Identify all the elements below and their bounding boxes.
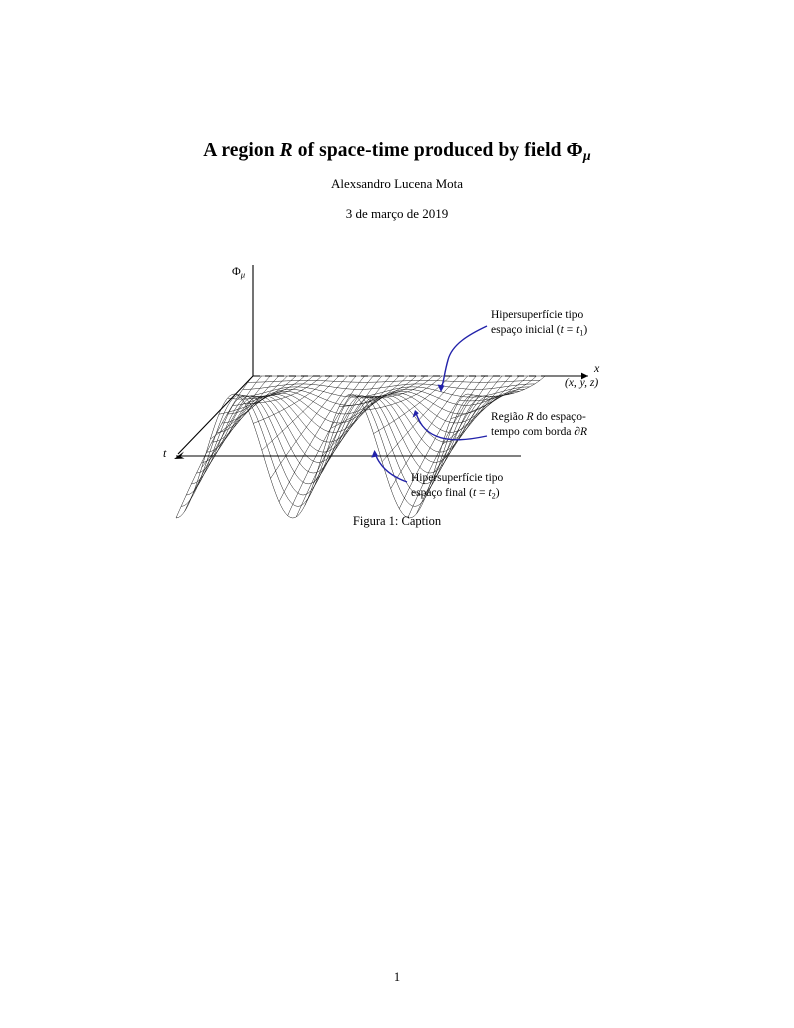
title-mid: of space-time produced by field [292, 140, 567, 162]
leader-arrowhead-final [371, 450, 379, 458]
axis-t-arrowhead [174, 451, 185, 459]
title-var-R: R [279, 140, 293, 162]
mesh-line-along-t [296, 375, 374, 518]
annotation-final-line1: Hipersuperfície tipo [411, 472, 504, 484]
leader-arrowhead-region [412, 410, 419, 418]
mesh-line-along-t [381, 375, 460, 462]
mesh-line-along-t [253, 375, 331, 424]
page-number: 1 [393, 970, 401, 984]
mesh-line-along-t [321, 375, 400, 457]
axis-label-phi-subscript: μ [240, 269, 246, 280]
mesh-line-along-t [218, 375, 297, 415]
leader-arrowhead-initial [437, 384, 445, 392]
title-pre: A region [203, 140, 280, 162]
mesh-line-along-t [236, 375, 314, 397]
annotation-initial-hypersurface: Hipersuperfície tipo espaço inicial (t =… [491, 308, 587, 339]
mesh-line-along-t [424, 375, 503, 498]
mesh-line-along-t [192, 375, 271, 494]
mesh-line-along-t [450, 375, 528, 419]
mesh-line-along-t [278, 375, 357, 502]
mesh-line-along-t [416, 375, 494, 514]
mesh-line-along-t [201, 375, 279, 468]
figure-caption: Figura 1: Caption [0, 514, 794, 529]
mesh-line-along-t [407, 375, 486, 518]
mesh-line-along-t [210, 375, 288, 440]
mesh-line-along-t [330, 375, 408, 429]
mesh-line-along-t [399, 375, 477, 509]
annotation-initial-line1: Hipersuperfície tipo [491, 309, 584, 321]
annotation-region-line1: Região R do espaço- [491, 411, 586, 423]
annotation-region-line2: tempo com borda ∂R [491, 426, 588, 439]
date-line: 3 de março de 2019 [345, 206, 449, 221]
mesh-line-along-t [364, 375, 443, 411]
figure-graphic [174, 265, 588, 519]
mesh-line-along-t [313, 375, 391, 484]
mesh-line-along-t [442, 375, 520, 445]
axis-label-xyz: (x, y, z) [565, 377, 599, 389]
leader-arrow-initial-hypersurface [440, 325, 488, 390]
annotation-final-hypersurface: Hipersuperfície tipo espaço final (t = t… [411, 471, 503, 502]
title-phi: Φ [566, 140, 583, 162]
mesh-line-along-t [184, 375, 262, 512]
annotation-region-R: Região R do espaço- tempo com borda ∂R [491, 410, 587, 440]
axis-label-t: t [163, 446, 167, 460]
mesh-line-along-t [459, 375, 537, 402]
mesh-line-along-t [270, 375, 348, 479]
mesh-line-along-t [373, 375, 451, 434]
mesh-line-along-t [390, 375, 468, 489]
annotation-initial-line2: espaço inicial (t = t1) [491, 324, 588, 338]
mesh-line-along-t [356, 375, 434, 399]
axis-depth-t [177, 375, 254, 455]
axis-label-x: x [594, 361, 600, 375]
mesh-line-along-t [339, 375, 417, 407]
figure-1: Φμ x (x, y, z) t Hipersuperfície tipo es… [0, 250, 794, 550]
mesh-line-along-t [175, 375, 254, 519]
axis-x-arrowhead [581, 372, 588, 380]
mesh-line-along-t [261, 375, 340, 451]
figure-caption-text: Caption [401, 514, 442, 528]
annotation-final-line2: espaço final (t = t2) [411, 487, 500, 501]
axis-label-phi: Φμ [232, 264, 246, 280]
mesh-line-along-t [304, 375, 383, 506]
author-line: Alexsandro Lucena Mota [330, 176, 464, 191]
mesh-line-along-t [467, 375, 546, 397]
page-title: A region R of space-time produced by fie… [0, 140, 794, 165]
mesh-line-along-t [287, 375, 365, 516]
leader-arrow-region-R [415, 412, 488, 441]
mesh-line-along-t [244, 375, 322, 404]
title-phi-subscript: μ [582, 147, 591, 164]
figure-caption-label: Figura 1: [352, 514, 399, 528]
